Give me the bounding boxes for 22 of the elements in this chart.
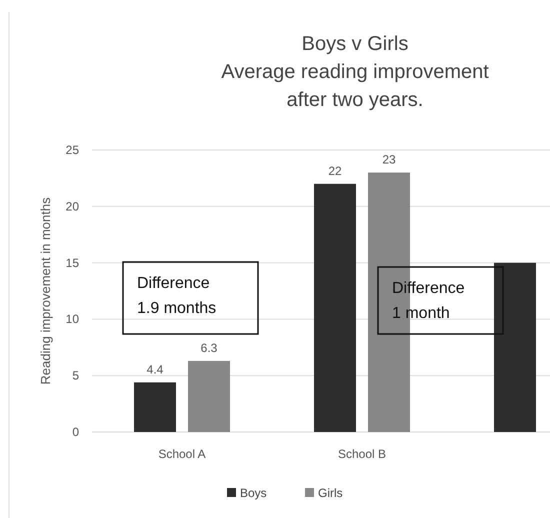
bar (134, 382, 176, 432)
bar (494, 262, 536, 432)
y-tick-label: 5 (72, 368, 80, 383)
y-axis-title: Reading improvement in months (38, 196, 53, 385)
bar (188, 360, 230, 432)
data-label: 4.4 (146, 362, 164, 376)
chart-title: Boys v Girls Average reading improvement after two years. (221, 33, 490, 111)
x-tick-label: School B (338, 447, 386, 461)
y-tick-label: 10 (66, 312, 80, 326)
data-label: 6.3 (200, 340, 218, 355)
x-tick-label: School A (158, 447, 206, 461)
y-tick-label: 0 (72, 425, 80, 439)
legend-label: Boys (240, 486, 267, 500)
data-label: 23 (382, 152, 396, 167)
annotation: Difference 1 month (392, 280, 465, 322)
y-tick-label: 15 (66, 256, 80, 270)
y-tick-label: 20 (66, 199, 80, 214)
y-tick-label: 25 (66, 143, 80, 157)
annotation: Difference 1.9 months (137, 275, 216, 317)
legend-label: Girls (318, 486, 343, 500)
bar (314, 184, 356, 432)
data-label: 22 (328, 164, 342, 178)
